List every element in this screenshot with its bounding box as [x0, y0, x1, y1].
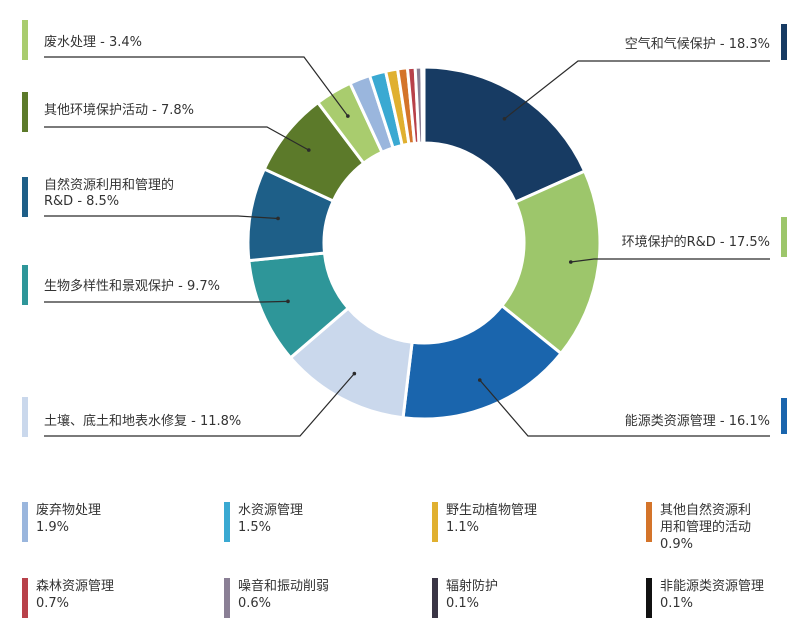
callout-label-8: 废水处理 - 3.4% [44, 34, 142, 50]
callout-label-4: 土壤、底土和地表水修复 - 11.8% [44, 413, 241, 429]
leader-line-1 [504, 60, 770, 120]
legend-swatch [432, 502, 438, 542]
legend-swatch [646, 502, 652, 542]
callout-swatch-1 [781, 24, 787, 60]
leader-dot-1 [502, 116, 507, 121]
leader-line-2 [570, 258, 770, 263]
legend-swatch [224, 578, 230, 618]
legend-value: 0.1% [660, 596, 694, 611]
legend-value: 1.1% [446, 520, 480, 535]
donut-chart: 空气和气候保护 - 18.3% 环境保护的R&D - 17.5% 能源类资源管理 -… [22, 20, 787, 437]
legend-name: 其他自然资源利 用和管理的活动 [660, 503, 752, 535]
callout-label-6: 自然资源利用和管理的 R&D - 8.5% [44, 177, 174, 209]
legend-item: 其他自然资源利 用和管理的活动 0.9% [646, 502, 751, 553]
callout-label-1: 空气和气候保护 - 18.3% [625, 36, 770, 52]
legend-value: 0.6% [238, 596, 272, 611]
leader-line-4 [44, 373, 355, 437]
callout-swatch-3 [781, 398, 787, 434]
legend-value: 1.9% [36, 520, 70, 535]
callout-swatch-6 [22, 177, 28, 217]
legend-value: 0.7% [36, 596, 70, 611]
legend-name: 水资源管理 [238, 503, 304, 518]
callout-swatch-7 [22, 92, 28, 132]
legend-item: 非能源类资源管理 0.1% [646, 578, 765, 618]
callout-swatch-2 [781, 217, 787, 257]
slice-1 [422, 65, 587, 205]
leader-line-8 [44, 56, 349, 117]
legend-item: 野生动植物管理 1.1% [432, 502, 538, 542]
leader-dot-5 [286, 299, 290, 304]
legend-value: 0.1% [446, 596, 480, 611]
legend-item: 废弃物处理 1.9% [22, 502, 102, 542]
legend-item: 森林资源管理 0.7% [22, 578, 115, 618]
legend-item: 辐射防护 0.1% [432, 578, 499, 618]
callout-label-3: 能源类资源管理 - 16.1% [625, 414, 770, 429]
callout-swatch-5 [22, 265, 28, 305]
legend-value: 1.5% [238, 520, 272, 535]
legend-item: 水资源管理 1.5% [224, 502, 304, 542]
legend-value: 0.9% [660, 537, 694, 552]
legend-name: 野生动植物管理 [446, 503, 538, 518]
legend-name: 非能源类资源管理 [660, 579, 765, 594]
legend-swatch [646, 578, 652, 618]
legend-swatch [22, 578, 28, 618]
leader-line-5 [44, 300, 289, 303]
callout-label-2: 环境保护的R&D - 17.5% [622, 234, 770, 250]
legend-item: 噪音和振动削弱 0.6% [224, 578, 330, 618]
leader-dot-3 [477, 378, 482, 382]
leader-line-7 [44, 126, 310, 151]
leader-dot-4 [352, 371, 357, 376]
callout-swatch-8 [22, 20, 28, 60]
leader-dot-6 [276, 216, 280, 221]
leader-dot-8 [346, 114, 350, 118]
legend-swatch [432, 578, 438, 618]
legend-name: 废弃物处理 [36, 503, 102, 518]
legend-name: 噪音和振动削弱 [238, 579, 330, 594]
callout-label-5: 生物多样性和景观保护 - 9.7% [44, 278, 220, 294]
leader-dot-7 [306, 148, 311, 152]
leader-line-6 [44, 215, 279, 220]
legend-swatch [22, 502, 28, 542]
callout-label-7: 其他环境保护活动 - 7.8% [44, 103, 194, 118]
leader-line-3 [479, 379, 770, 437]
legend-name: 森林资源管理 [36, 579, 115, 594]
legend-swatch [224, 502, 230, 542]
callout-swatch-4 [22, 397, 28, 437]
legend-name: 辐射防护 [446, 579, 499, 594]
leader-dot-2 [568, 260, 573, 264]
slice-16 [421, 65, 426, 145]
